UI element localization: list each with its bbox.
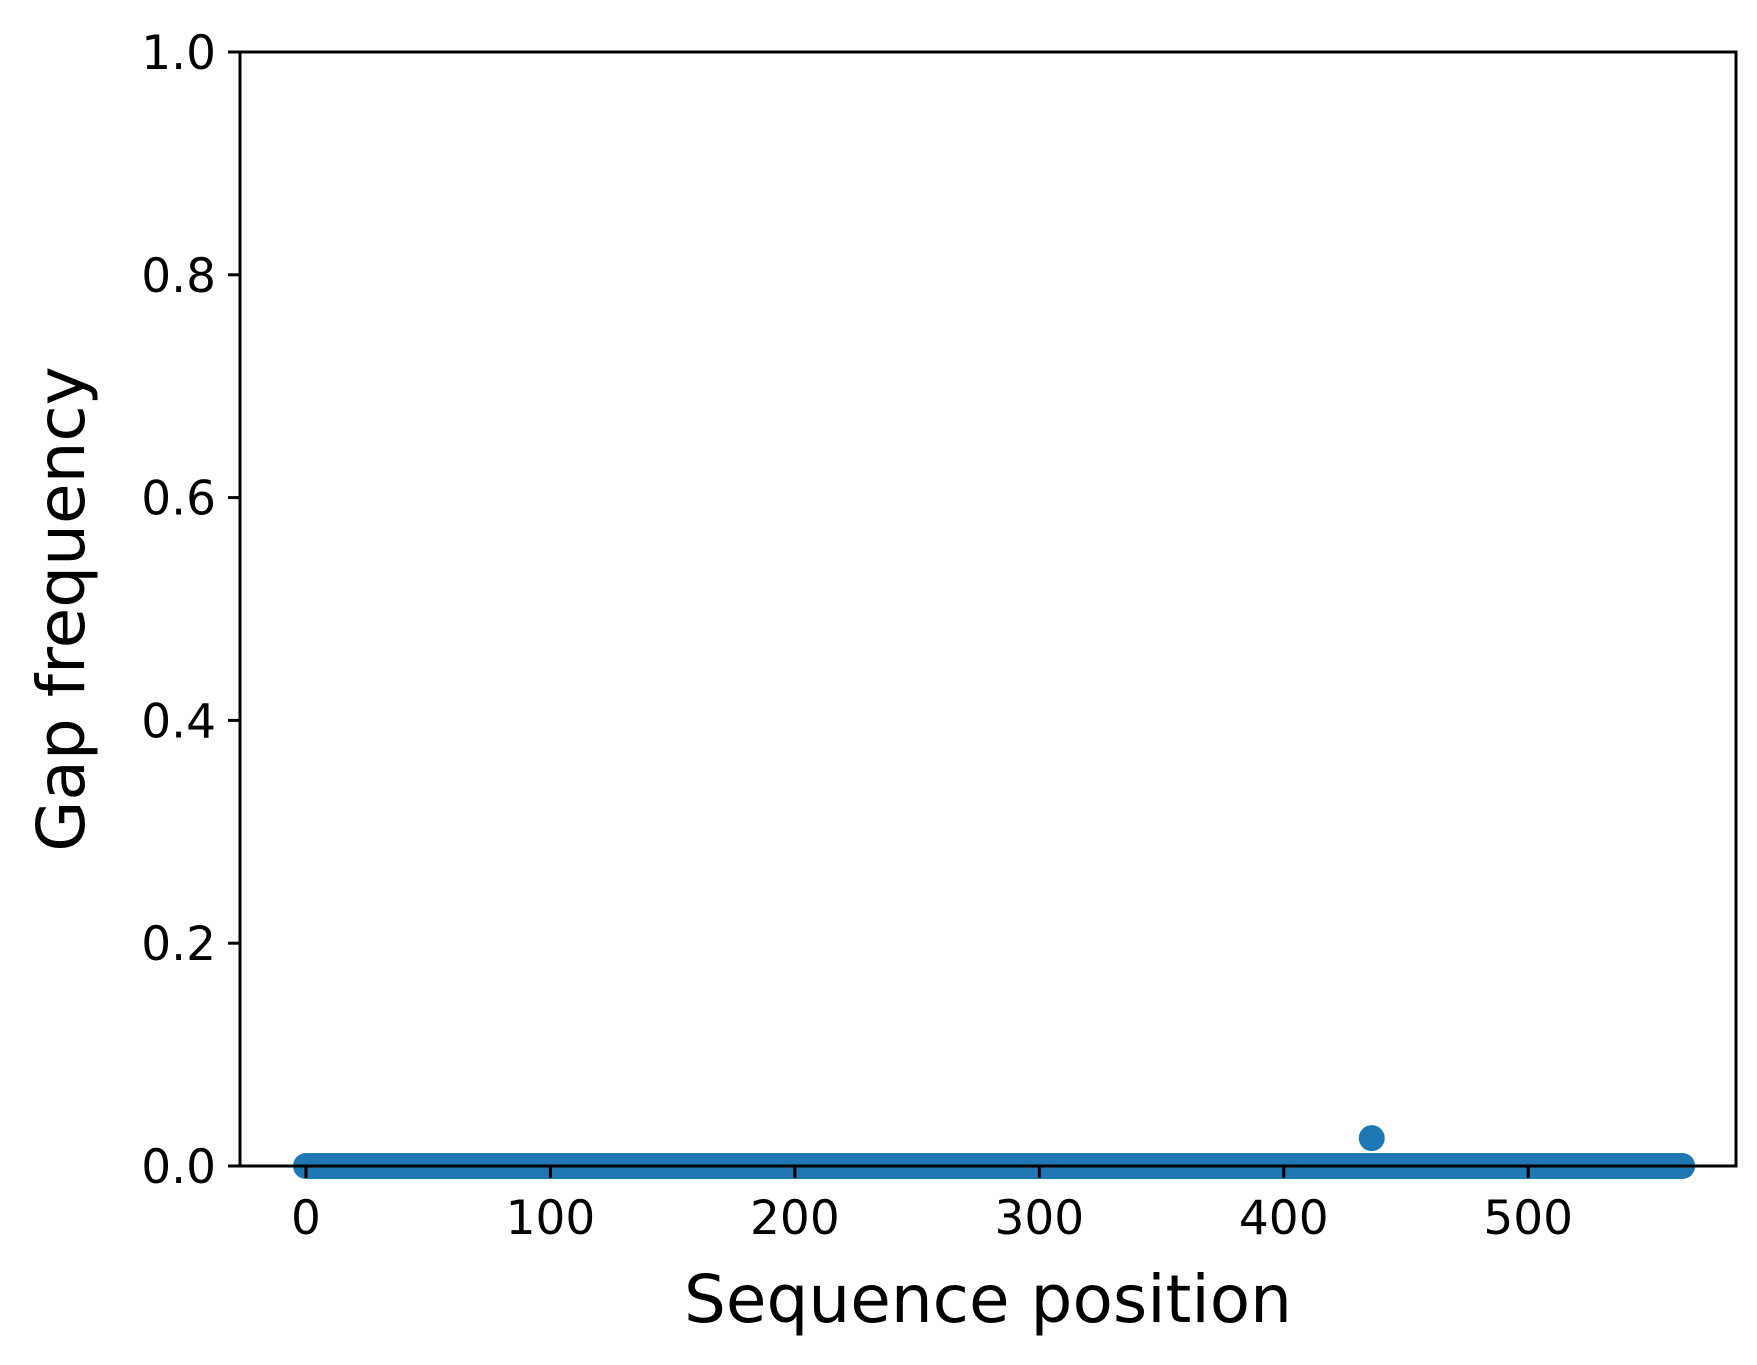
- y-tick-label: 0.0: [141, 1140, 216, 1195]
- y-tick-label: 1.0: [141, 26, 216, 81]
- x-tick-label: 100: [506, 1191, 596, 1246]
- x-axis: 0 100 200 300 400 500: [291, 1166, 1573, 1246]
- y-axis: 0.0 0.2 0.4 0.6 0.8 1.0: [141, 26, 240, 1195]
- y-axis-label: Gap frequency: [23, 366, 100, 852]
- x-tick-label: 400: [1239, 1191, 1329, 1246]
- x-tick-label: 200: [750, 1191, 840, 1246]
- x-tick-label: 0: [291, 1191, 321, 1246]
- y-tick-label: 0.6: [141, 472, 216, 527]
- y-tick-label: 0.4: [141, 694, 216, 749]
- x-tick-label: 500: [1483, 1191, 1573, 1246]
- data-point: [1358, 1125, 1385, 1152]
- axes-frame: [238, 50, 1738, 1168]
- x-tick-label: 300: [994, 1191, 1084, 1246]
- y-tick-label: 0.8: [141, 249, 216, 304]
- x-axis-label: Sequence position: [684, 1261, 1292, 1338]
- plot-marks: [293, 1125, 1696, 1179]
- y-tick-label: 0.2: [141, 917, 216, 972]
